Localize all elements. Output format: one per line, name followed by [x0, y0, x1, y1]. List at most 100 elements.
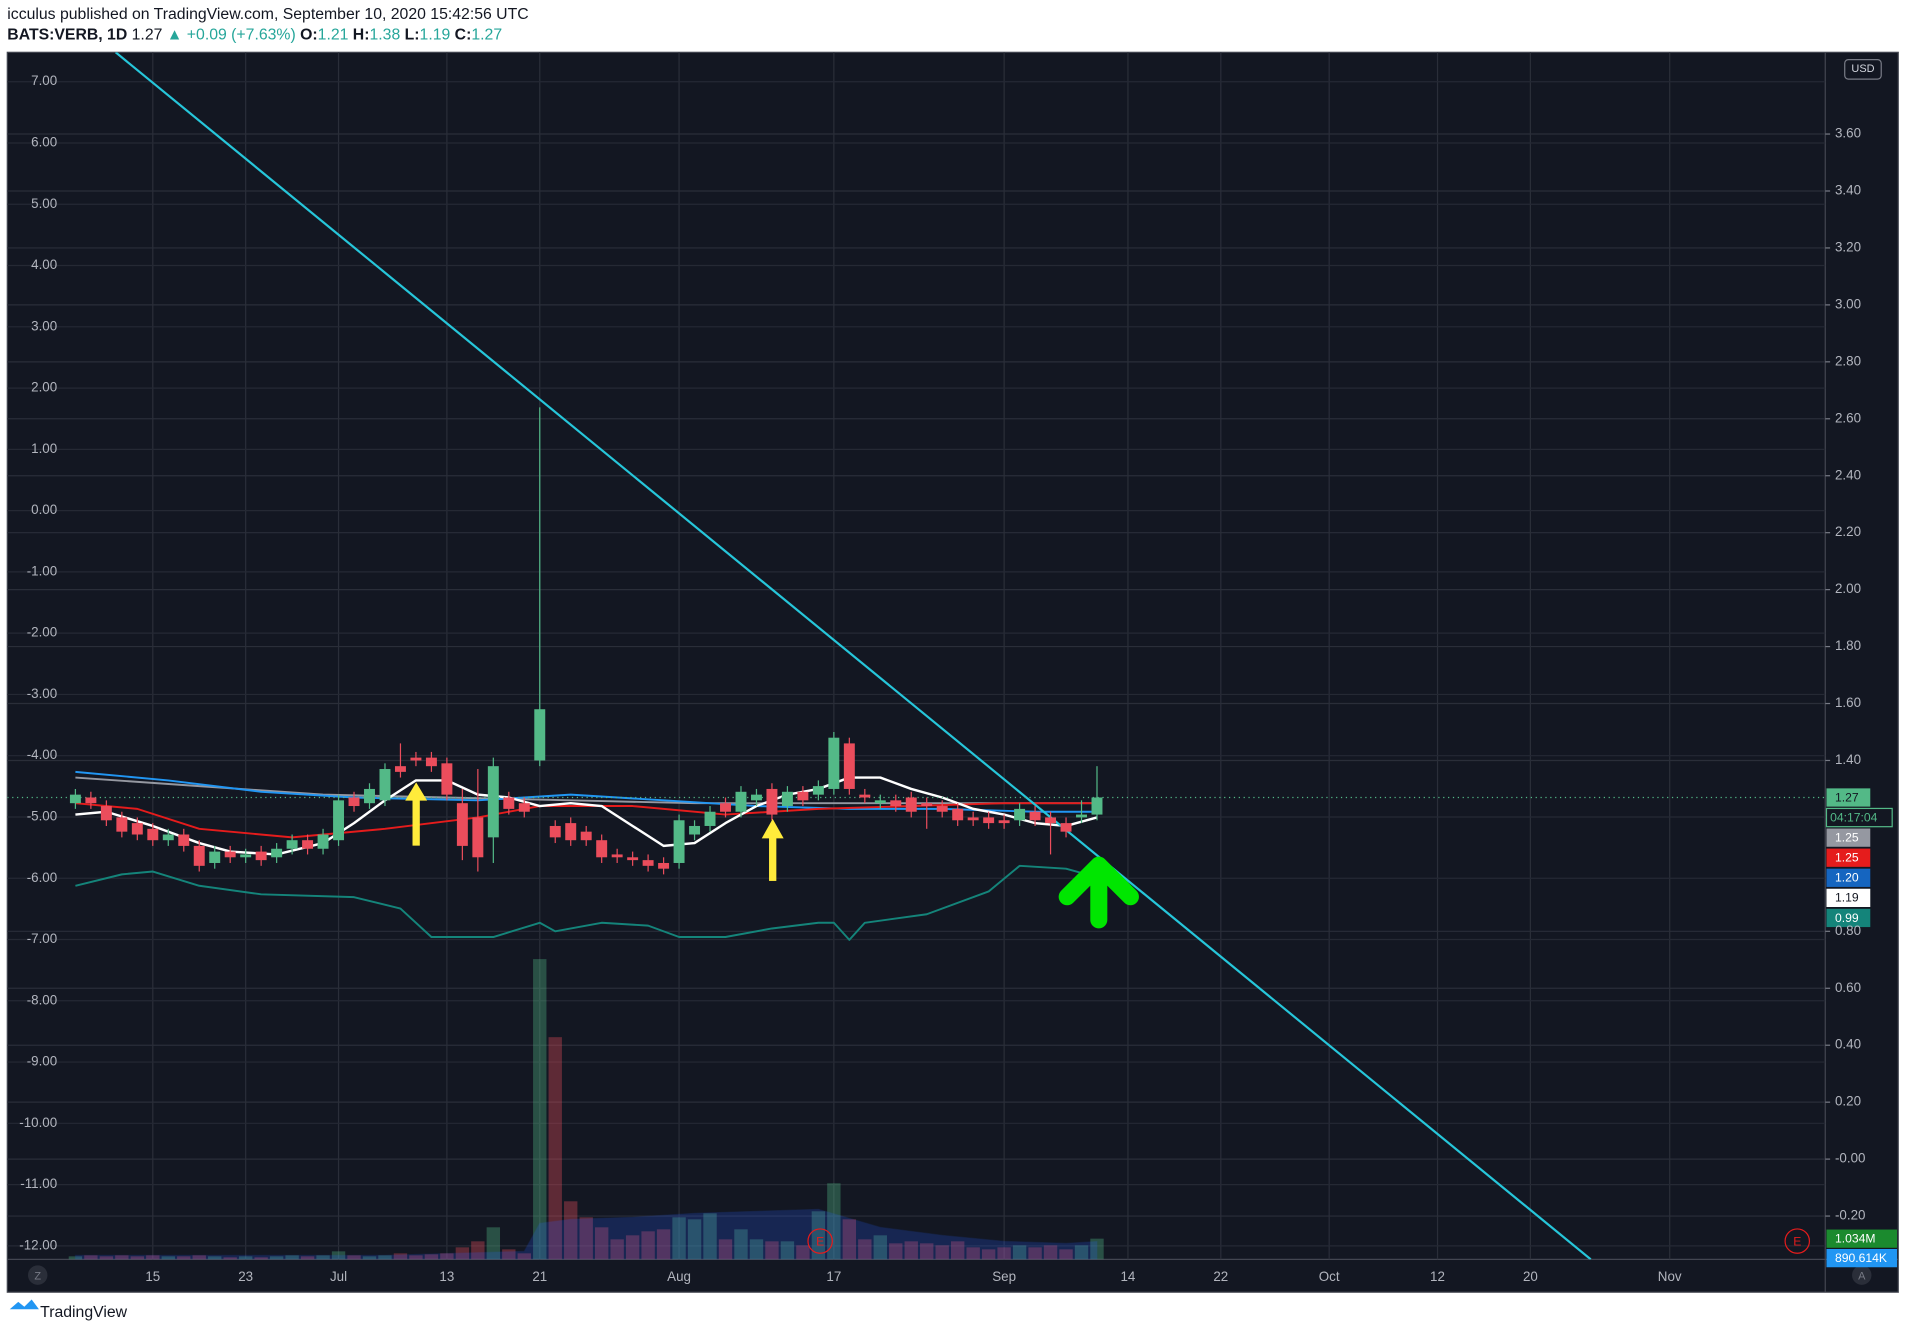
symbol: BATS:VERB, 1D	[7, 26, 127, 43]
y-tick-label: 1.80	[1835, 638, 1861, 653]
y2-tick-label: 1.00	[31, 441, 57, 456]
candle-body	[720, 803, 731, 812]
price-label-box	[1826, 848, 1871, 867]
y2-tick-label: -8.00	[27, 992, 58, 1007]
candle-body	[797, 791, 809, 801]
volume-bar	[981, 1249, 996, 1260]
y2-tick-label: -6.00	[27, 870, 58, 885]
volume-bar	[935, 1245, 949, 1260]
volume-bar	[873, 1235, 887, 1260]
candle-body	[735, 791, 747, 812]
candle-body	[812, 786, 824, 795]
candle-body	[750, 794, 762, 801]
auto-button[interactable]	[1852, 1265, 1872, 1285]
volume-bar	[502, 1249, 516, 1260]
volume-bar	[161, 1256, 175, 1260]
candle-body	[905, 797, 917, 812]
candle-body	[364, 788, 375, 804]
candle-body	[565, 823, 577, 841]
y2-tick-label: 4.00	[31, 257, 57, 272]
candle-body	[673, 820, 685, 863]
volume-bar	[68, 1256, 83, 1260]
volume-bar	[238, 1256, 253, 1260]
earnings-marker[interactable]	[807, 1228, 833, 1254]
candle-body	[348, 797, 360, 807]
trend-line	[114, 52, 1592, 1260]
candle-body	[1076, 814, 1087, 818]
zoom-button[interactable]	[27, 1265, 48, 1285]
candle-body	[456, 803, 468, 846]
candle-body	[379, 769, 391, 801]
volume-bar	[1090, 1238, 1104, 1260]
candle-body	[85, 797, 97, 804]
volume-bar	[749, 1239, 764, 1260]
l-value: 1.19	[420, 26, 451, 43]
candle-body	[704, 811, 716, 826]
candle-body	[859, 794, 871, 798]
candle-body	[209, 851, 221, 863]
indicator-line	[75, 864, 1098, 941]
price-label: 1.25	[1835, 830, 1859, 844]
volume-bar	[1043, 1245, 1058, 1260]
volume-bar	[440, 1253, 454, 1260]
price-label-box	[1826, 788, 1871, 807]
volume-bar	[904, 1241, 918, 1260]
candle-body	[534, 709, 546, 761]
volume-ma-area	[74, 1208, 1098, 1260]
volume-bar	[641, 1231, 655, 1260]
currency-box[interactable]	[1844, 59, 1882, 80]
y2-tick-label: -3.00	[27, 686, 58, 701]
candle-body	[240, 854, 252, 858]
volume-bar	[889, 1243, 903, 1260]
volume-bar	[393, 1253, 408, 1260]
candle-body	[317, 834, 329, 849]
volume-label-box	[1826, 1249, 1898, 1268]
candle-body	[1045, 817, 1057, 824]
volume-bar	[1059, 1249, 1073, 1260]
earnings-marker[interactable]	[1784, 1228, 1811, 1254]
candle-body	[1060, 823, 1072, 832]
candle-body	[596, 840, 608, 858]
volume-bar	[610, 1239, 624, 1260]
x-tick-label: 17	[826, 1269, 841, 1284]
y-tick-label: 3.60	[1835, 126, 1861, 141]
currency-label: USD	[1851, 63, 1874, 75]
candle-body	[967, 817, 979, 821]
y-tick-label: 3.00	[1835, 296, 1861, 311]
price-label-box	[1826, 888, 1871, 908]
y2-tick-label: 7.00	[31, 73, 57, 88]
candle-body	[890, 800, 902, 807]
earnings-label: E	[1793, 1235, 1801, 1249]
price-label: 1.19	[1835, 891, 1859, 905]
volume-bar	[1012, 1245, 1027, 1260]
h-label: H:	[353, 26, 370, 43]
auto-label: A	[1858, 1270, 1866, 1282]
green-arrow	[1058, 856, 1139, 929]
candle-body	[410, 757, 422, 761]
candle-body	[627, 857, 639, 861]
volume-bar	[285, 1255, 299, 1260]
candle-body	[503, 797, 515, 809]
y2-tick-label: -2.00	[27, 625, 58, 640]
y-tick-label: 0.60	[1835, 980, 1861, 995]
y-tick-label: 1.60	[1835, 695, 1861, 710]
y2-tick-label: -11.00	[20, 1176, 57, 1191]
candle-body	[178, 834, 190, 846]
volume-bar	[966, 1247, 980, 1260]
o-value: 1.21	[318, 26, 349, 43]
volume-bar	[579, 1217, 593, 1260]
volume-bar	[378, 1255, 392, 1260]
l-label: L:	[405, 26, 420, 43]
candle-body	[271, 848, 283, 858]
countdown: 04:17:04	[1830, 810, 1878, 824]
volume-bar	[672, 1217, 686, 1260]
volume-bar	[920, 1243, 934, 1260]
o-label: O:	[300, 26, 318, 43]
volume-bar	[827, 1183, 841, 1260]
volume-label-box	[1826, 1229, 1898, 1248]
candle-body	[472, 817, 484, 858]
x-tick-label: 20	[1523, 1269, 1538, 1284]
x-tick-label: 22	[1213, 1269, 1228, 1284]
candle-body	[441, 763, 453, 795]
x-tick-label: Nov	[1658, 1269, 1682, 1284]
